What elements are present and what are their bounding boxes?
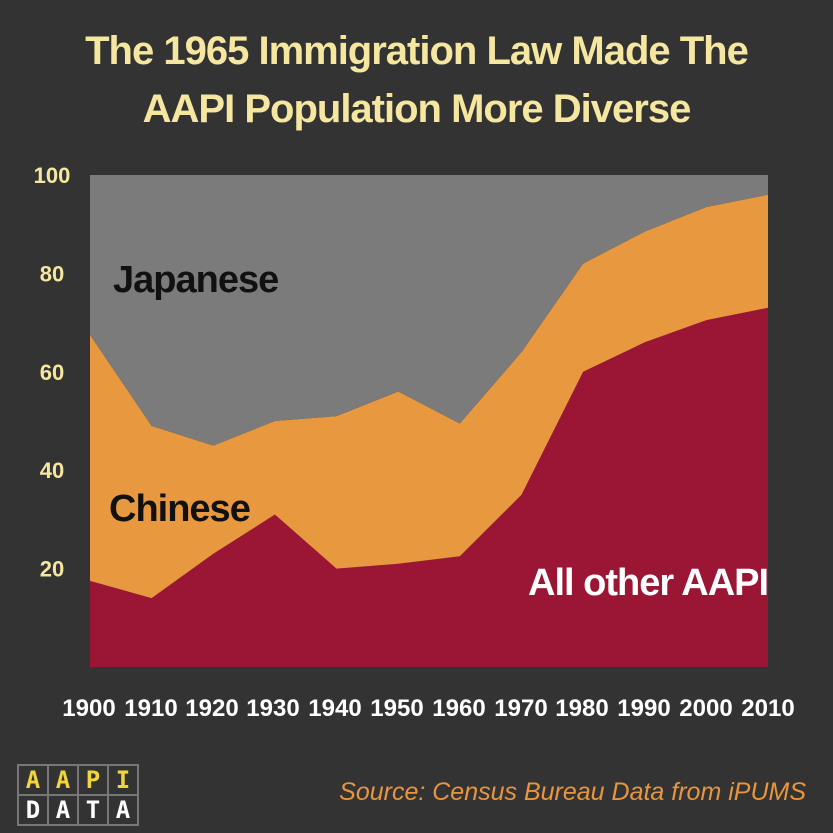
x-tick-label: 1930	[246, 695, 299, 722]
x-tick-label: 1970	[494, 695, 547, 722]
y-tick-label: 80	[40, 261, 64, 286]
area-chinese	[90, 194, 768, 599]
stacked-area-chart: 20 40 60 80 100 1900 1910 1920 1930 1940 1950 1960…	[34, 163, 795, 722]
logo-letter: A	[48, 765, 78, 795]
logo-letter: P	[78, 765, 108, 795]
logo-letter: A	[48, 795, 78, 825]
chart-title: The 1965 Immigration Law Made The AAPI P…	[0, 22, 833, 138]
area-japanese	[90, 175, 768, 446]
logo-letter: A	[18, 765, 48, 795]
x-tick-label: 1940	[308, 695, 361, 722]
source-note: Source: Census Bureau Data from iPUMS	[339, 778, 806, 806]
y-tick-label: 100	[34, 163, 71, 188]
x-tick-label: 1980	[555, 695, 608, 722]
x-tick-label: 1960	[432, 695, 485, 722]
x-tick-label: 2010	[741, 695, 794, 722]
logo-letter: T	[78, 795, 108, 825]
annotation-all-other-aapi: All other AAPI	[528, 562, 768, 604]
chart-title-line-1: The 1965 Immigration Law Made The	[85, 29, 749, 73]
x-tick-label: 2000	[679, 695, 732, 722]
logo-letter: I	[108, 765, 138, 795]
y-axis-ticks: 20 40 60 80 100	[34, 163, 71, 582]
area-all-other-aapi	[90, 307, 768, 667]
x-tick-label: 1910	[124, 695, 177, 722]
aapi-data-logo: A A P I D A T A	[17, 764, 139, 826]
annotation-japanese: Japanese	[113, 259, 278, 301]
x-tick-label: 1900	[62, 695, 115, 722]
y-tick-label: 60	[40, 360, 64, 385]
annotation-chinese: Chinese	[109, 488, 250, 530]
x-tick-label: 1920	[185, 695, 238, 722]
x-axis-ticks: 1900 1910 1920 1930 1940 1950 1960 1970 1980 1990…	[62, 695, 794, 722]
area-annotations: Japanese Chinese All other AAPI	[109, 259, 769, 604]
logo-letter: A	[108, 795, 138, 825]
logo-letter: D	[18, 795, 48, 825]
area-layers	[90, 175, 768, 667]
x-tick-label: 1990	[617, 695, 670, 722]
y-tick-label: 40	[40, 458, 64, 483]
chart-title-line-2: AAPI Population More Diverse	[142, 87, 692, 131]
x-tick-label: 1950	[370, 695, 423, 722]
y-tick-label: 20	[40, 557, 64, 582]
